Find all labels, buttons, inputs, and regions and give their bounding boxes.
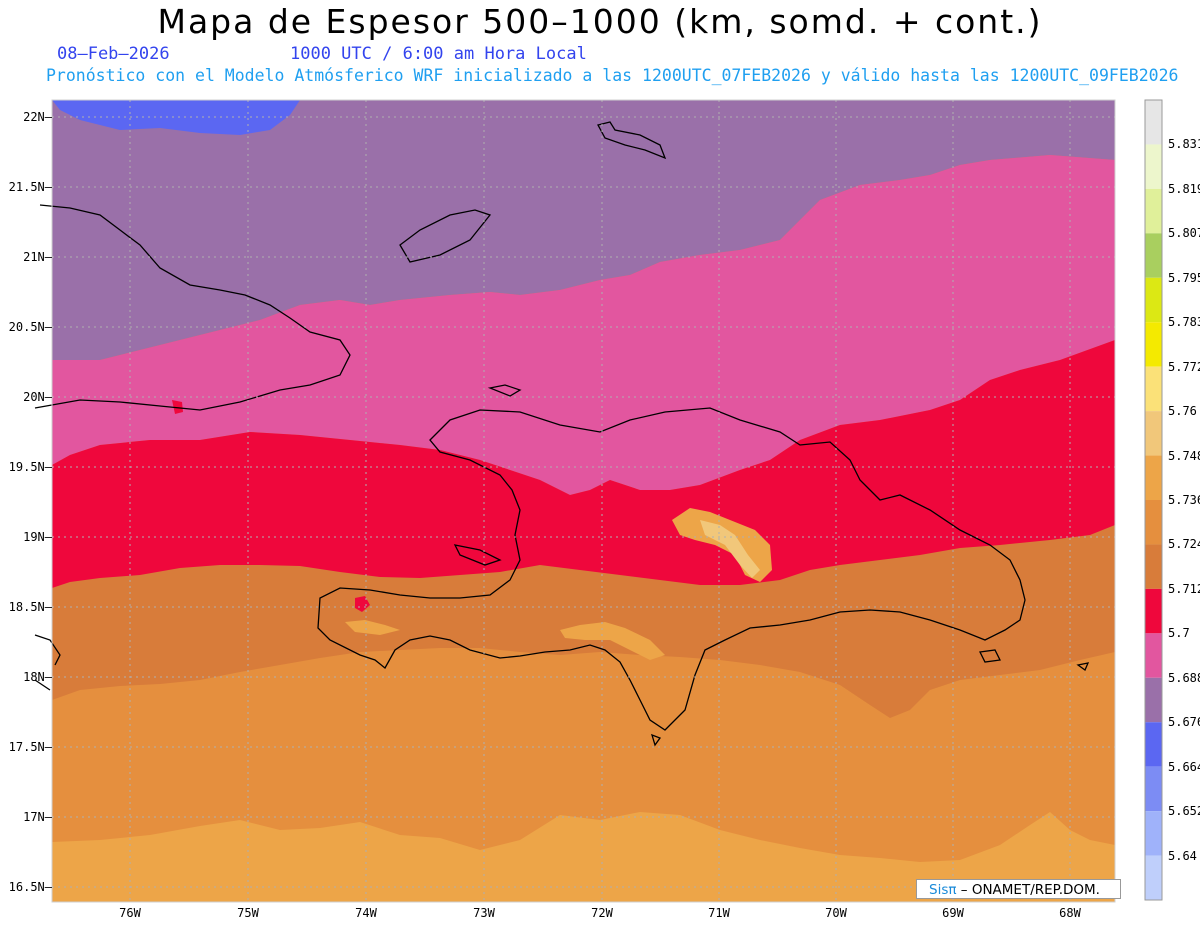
band-5688-5700	[52, 155, 1115, 495]
inagua-island	[399, 209, 492, 263]
band-5676-5688	[52, 100, 1115, 360]
coastlines	[34, 121, 1090, 747]
caicos-islands	[597, 121, 667, 160]
legend-value: 5.795	[1168, 270, 1200, 285]
lon-label: 72W	[591, 906, 613, 920]
lat-label: 16.5N–	[8, 880, 52, 894]
lat-label: 18N–	[23, 670, 52, 684]
legend-value: 5.807	[1168, 226, 1200, 241]
lon-label: 74W	[355, 906, 377, 920]
high-cordillera-core	[700, 520, 760, 578]
legend-value: 5.772	[1168, 359, 1200, 374]
legend-value: 5.712	[1168, 581, 1200, 596]
legend-value: 5.64	[1168, 848, 1197, 863]
credit-brand: Sisπ	[929, 882, 957, 898]
legend-value: 5.748	[1168, 448, 1200, 463]
legend-swatch	[1145, 188, 1162, 234]
valid-time: 1000 UTC / 6:00 am Hora Local	[290, 44, 587, 64]
legend-swatch	[1145, 722, 1162, 767]
lat-label: 17.5N–	[8, 740, 52, 754]
legend-swatch	[1145, 544, 1162, 589]
legend-value: 5.664	[1168, 759, 1200, 774]
lat-label: 18.5N–	[8, 600, 52, 614]
plot-area	[52, 100, 1115, 902]
beata-island	[651, 733, 662, 747]
lon-label: 70W	[825, 906, 847, 920]
legend-value: 5.652	[1168, 804, 1200, 819]
high-sierra	[560, 622, 665, 660]
band-5664-5676	[52, 100, 300, 135]
mona-island	[1076, 662, 1090, 671]
legend-frame	[1144, 99, 1163, 901]
plot-frame	[51, 99, 1116, 903]
legend-swatch	[1145, 855, 1162, 900]
legend-swatch	[1145, 588, 1162, 634]
forecast-date: 08–Feb–2026	[57, 44, 170, 64]
map-title: Mapa de Espesor 500–1000 (km, somd. + co…	[157, 2, 1043, 41]
saona-island	[979, 649, 1001, 663]
color-legend	[1144, 99, 1163, 901]
legend-swatch	[1145, 144, 1162, 189]
legend-swatch	[1145, 500, 1162, 545]
credit-text: – ONAMET/REP.DOM.	[960, 882, 1100, 898]
lat-label: 20.5N–	[8, 320, 52, 334]
band-5736-5748	[52, 812, 1115, 902]
legend-swatch	[1145, 455, 1162, 500]
credit-box: Sisπ – ONAMET/REP.DOM.	[916, 879, 1121, 899]
legend-value: 5.724	[1168, 537, 1200, 552]
lon-label: 73W	[473, 906, 495, 920]
lon-label: 76W	[119, 906, 141, 920]
legend-swatch	[1145, 366, 1162, 412]
legend-swatch	[1145, 100, 1162, 145]
high-haiti-south	[345, 620, 400, 635]
legend-value: 5.688	[1168, 670, 1200, 685]
lat-label: 19.5N–	[8, 460, 52, 474]
graticule	[52, 100, 1115, 902]
lon-label: 68W	[1059, 906, 1081, 920]
legend-swatch	[1145, 411, 1162, 456]
hispaniola-coast	[317, 407, 1026, 731]
legend-value: 5.819	[1168, 181, 1200, 196]
legend-value: 5.7	[1168, 626, 1190, 641]
legend-swatch	[1145, 233, 1162, 278]
jamaica-edge	[34, 634, 61, 691]
tortuga-island	[487, 384, 522, 397]
lon-label: 69W	[942, 906, 964, 920]
lat-label: 17N–	[23, 810, 52, 824]
lat-label: 19N–	[23, 530, 52, 544]
legend-swatch	[1145, 277, 1162, 323]
lat-label: 21.5N–	[8, 180, 52, 194]
lon-label: 75W	[237, 906, 259, 920]
lon-label: 71W	[708, 906, 730, 920]
legend-value: 5.676	[1168, 715, 1200, 730]
legend-swatch	[1145, 811, 1162, 856]
gonave-island	[453, 544, 502, 566]
cuba-coast	[34, 204, 351, 411]
band-5700-5712	[52, 340, 1115, 588]
lat-label: 20N–	[23, 390, 52, 404]
model-description: Pronóstico con el Modelo Atmósferico WRF…	[46, 66, 1179, 85]
legend-swatch	[1145, 633, 1162, 678]
legend-swatch	[1145, 322, 1162, 367]
legend-value: 5.76	[1168, 404, 1197, 419]
legend-value: 5.736	[1168, 493, 1200, 507]
legend-value: 5.783	[1168, 315, 1200, 330]
legend-swatch	[1145, 766, 1162, 812]
red-spot-cuba	[172, 400, 183, 414]
legend-value: 5.831	[1168, 137, 1200, 152]
legend-swatch	[1145, 677, 1162, 723]
lat-label: 22N–	[23, 110, 52, 124]
lat-label: 21N–	[23, 250, 52, 264]
